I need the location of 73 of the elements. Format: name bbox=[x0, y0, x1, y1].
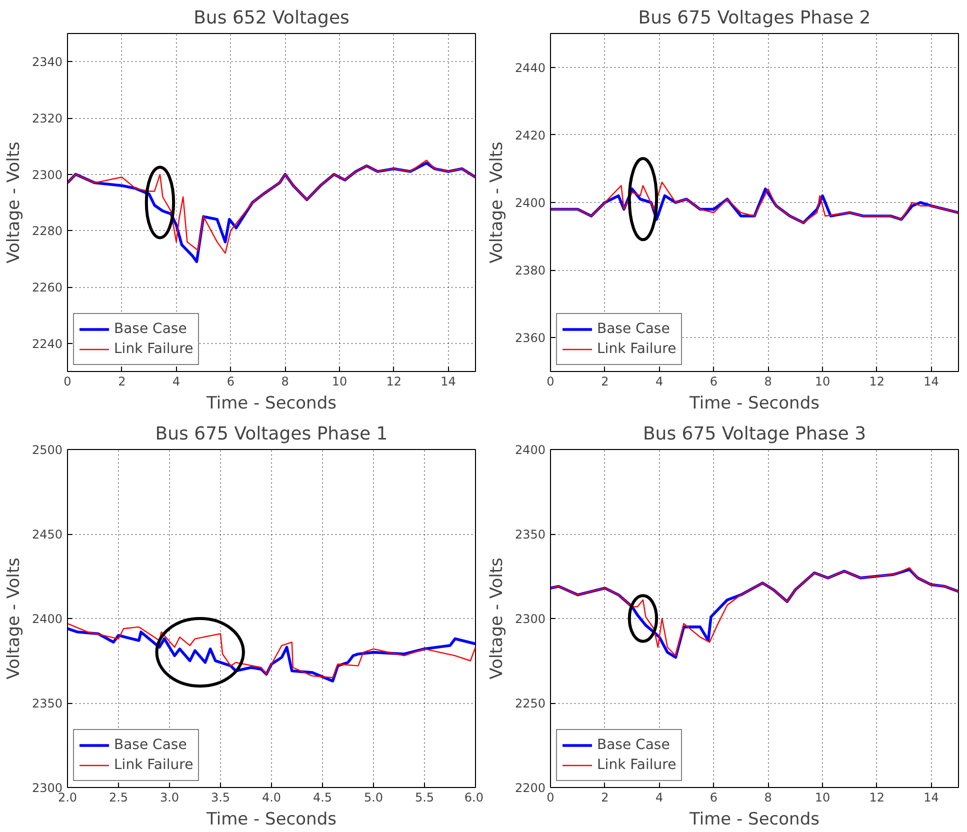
x-axis-title: Time - Seconds bbox=[206, 810, 337, 830]
y-tick-label: 2400 bbox=[514, 443, 546, 457]
x-tick-label: 4 bbox=[655, 790, 664, 804]
chart-title: Bus 675 Voltages Phase 1 bbox=[155, 424, 388, 444]
y-axis-title: Voltage - Volts bbox=[4, 558, 24, 680]
x-tick-label: 4 bbox=[172, 374, 180, 388]
x-tick-label: 14 bbox=[440, 374, 456, 388]
y-axis-title: Voltage - Volts bbox=[4, 142, 24, 264]
y-tick-label: 2360 bbox=[514, 331, 546, 346]
chart-title: Bus 652 Voltages bbox=[194, 8, 350, 28]
y-tick-label: 2260 bbox=[32, 280, 63, 294]
y-tick-label: 2200 bbox=[514, 781, 546, 795]
y-tick-label: 2320 bbox=[32, 112, 63, 126]
x-tick-label: 12 bbox=[869, 374, 885, 388]
x-tick-label: 4.0 bbox=[262, 790, 282, 804]
y-tick-label: 2400 bbox=[514, 196, 546, 210]
y-axis-title: Voltage - Volts bbox=[486, 142, 507, 264]
legend-label: Base Case bbox=[597, 321, 670, 337]
x-tick-label: 4 bbox=[655, 374, 664, 388]
y-tick-label: 2350 bbox=[32, 696, 63, 710]
x-tick-label: 8 bbox=[764, 790, 772, 804]
x-axis-title: Time - Seconds bbox=[688, 394, 820, 414]
x-tick-label: 3.0 bbox=[160, 790, 180, 804]
chart-title: Bus 675 Voltages Phase 2 bbox=[638, 8, 871, 28]
x-tick-label: 6 bbox=[226, 374, 235, 388]
x-tick-label: 0 bbox=[546, 790, 554, 804]
y-tick-label: 2420 bbox=[514, 128, 546, 142]
x-tick-label: 5.5 bbox=[414, 790, 434, 804]
x-tick-label: 0 bbox=[546, 374, 554, 388]
y-tick-label: 2240 bbox=[32, 336, 63, 351]
x-tick-label: 8 bbox=[764, 374, 772, 388]
chart-title: Bus 675 Voltage Phase 3 bbox=[642, 424, 866, 444]
y-tick-label: 2400 bbox=[32, 612, 63, 626]
x-tick-label: 2 bbox=[601, 790, 609, 804]
x-tick-label: 10 bbox=[332, 374, 348, 388]
y-tick-label: 2300 bbox=[514, 612, 546, 626]
legend-label: Link Failure bbox=[114, 341, 194, 357]
legend-label: Base Case bbox=[114, 737, 187, 753]
x-tick-label: 5.0 bbox=[364, 790, 384, 804]
x-axis-title: Time - Seconds bbox=[688, 810, 820, 830]
y-tick-label: 2250 bbox=[514, 696, 546, 710]
x-tick-label: 6.0 bbox=[464, 790, 484, 804]
x-tick-label: 8 bbox=[281, 374, 289, 388]
y-tick-label: 2280 bbox=[32, 224, 63, 238]
legend-label: Base Case bbox=[114, 321, 187, 337]
x-tick-label: 14 bbox=[924, 374, 939, 388]
x-tick-label: 6 bbox=[710, 790, 718, 804]
y-tick-label: 2440 bbox=[514, 60, 546, 75]
x-tick-label: 2 bbox=[601, 374, 609, 388]
y-axis-title: Voltage - Volts bbox=[486, 558, 507, 680]
y-tick-label: 2350 bbox=[514, 528, 546, 542]
x-tick-label: 12 bbox=[386, 374, 402, 388]
x-tick-label: 6 bbox=[710, 374, 718, 388]
legend-label: Link Failure bbox=[597, 341, 676, 357]
x-tick-label: 0 bbox=[64, 374, 72, 388]
x-tick-label: 2 bbox=[118, 374, 126, 388]
y-tick-label: 2500 bbox=[32, 443, 63, 457]
x-axis-title: Time - Seconds bbox=[206, 394, 337, 414]
y-tick-label: 2450 bbox=[32, 528, 63, 542]
x-tick-label: 12 bbox=[869, 790, 885, 804]
x-tick-label: 2.5 bbox=[108, 790, 128, 804]
y-tick-label: 2380 bbox=[514, 264, 546, 278]
legend-label: Link Failure bbox=[597, 757, 676, 773]
x-tick-label: 10 bbox=[814, 790, 830, 804]
legend-label: Base Case bbox=[597, 737, 670, 753]
legend-label: Link Failure bbox=[114, 757, 194, 773]
x-tick-label: 2.0 bbox=[58, 790, 78, 804]
x-tick-label: 10 bbox=[814, 374, 830, 388]
x-tick-label: 4.5 bbox=[312, 790, 332, 804]
x-tick-label: 3.5 bbox=[210, 790, 230, 804]
x-tick-label: 14 bbox=[924, 790, 939, 804]
y-tick-label: 2340 bbox=[32, 55, 63, 70]
y-tick-label: 2300 bbox=[32, 168, 63, 182]
